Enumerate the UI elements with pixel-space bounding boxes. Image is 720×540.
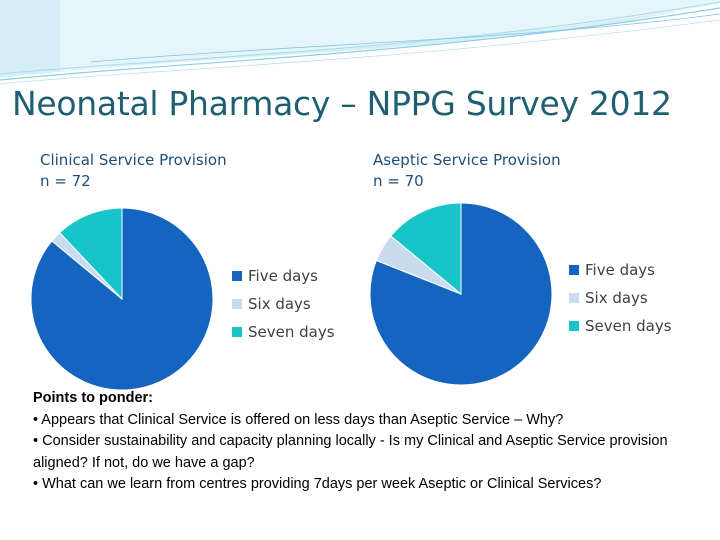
header-decoration: [0, 0, 720, 85]
notes: Points to ponder: • Appears that Clinica…: [33, 388, 713, 496]
legend-item-seven-days: Seven days: [569, 312, 672, 340]
clinical-pie-chart: [30, 207, 214, 391]
legend-swatch-five-days: [232, 271, 242, 281]
legend-item-five-days: Five days: [569, 256, 672, 284]
legend-label-five-days: Five days: [585, 261, 655, 279]
legend-label-five-days: Five days: [248, 267, 318, 285]
clinical-legend: Five days Six days Seven days: [232, 262, 335, 346]
aseptic-pie-chart: [369, 202, 553, 386]
legend-swatch-six-days: [569, 293, 579, 303]
pie-slice-seven-days: [390, 202, 462, 296]
aseptic-chart-panel: Aseptic Service Provision n = 70 Five da…: [359, 146, 681, 408]
legend-item-six-days: Six days: [232, 290, 335, 318]
legend-label-six-days: Six days: [248, 295, 311, 313]
legend-label-seven-days: Seven days: [585, 317, 672, 335]
pie-slice-seven-days: [59, 207, 123, 301]
aseptic-chart-sample-size: n = 70: [373, 172, 424, 190]
legend-item-five-days: Five days: [232, 262, 335, 290]
legend-swatch-five-days: [569, 265, 579, 275]
aseptic-legend: Five days Six days Seven days: [569, 256, 672, 340]
slide-title: Neonatal Pharmacy – NPPG Survey 2012: [12, 84, 672, 123]
notes-bullet: • Appears that Clinical Service is offer…: [33, 411, 564, 428]
legend-swatch-seven-days: [232, 327, 242, 337]
notes-heading: Points to ponder:: [33, 390, 154, 406]
legend-swatch-seven-days: [569, 321, 579, 331]
notes-bullet: • What can we learn from centres providi…: [33, 476, 602, 492]
legend-swatch-six-days: [232, 299, 242, 309]
clinical-chart-title: Clinical Service Provision: [40, 151, 227, 169]
clinical-chart-panel: Clinical Service Provision n = 72 Five d…: [26, 146, 338, 408]
legend-label-seven-days: Seven days: [248, 323, 335, 341]
notes-bullet: • Consider sustainability and capacity p…: [33, 433, 668, 471]
legend-label-six-days: Six days: [585, 289, 648, 307]
legend-item-seven-days: Seven days: [232, 318, 335, 346]
clinical-chart-sample-size: n = 72: [40, 172, 91, 190]
aseptic-chart-title: Aseptic Service Provision: [373, 151, 561, 169]
legend-item-six-days: Six days: [569, 284, 672, 312]
